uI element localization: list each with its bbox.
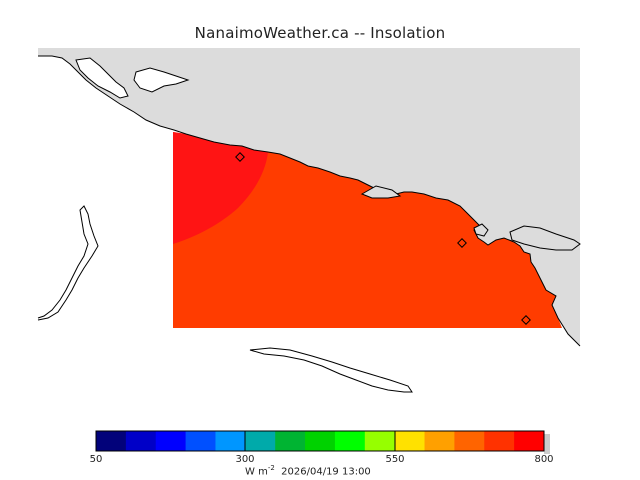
colorbar-swatch [305, 431, 336, 451]
colorbar-swatch [185, 431, 216, 451]
colorbar-swatch [334, 431, 366, 451]
colorbar-swatch [125, 431, 157, 451]
map-title: NanaimoWeather.ca -- Insolation [194, 24, 446, 42]
station-marker-east [457, 238, 467, 248]
unit-label: W m [245, 466, 268, 478]
colorbar-swatch [245, 431, 276, 451]
colorbar-tick-550: 550 [385, 454, 405, 465]
small-island [473, 223, 489, 237]
northern-island [75, 57, 129, 99]
colorbar-shadow [544, 434, 550, 454]
colorbar-swatch [364, 431, 396, 451]
colorbar-swatch [514, 431, 545, 451]
colorbar-swatch [215, 431, 246, 451]
colorbar-swatch [155, 431, 187, 451]
colorbar-tick-800: 800 [534, 454, 554, 465]
colorbar-swatch [394, 431, 426, 451]
timestamp: 2026/04/19 13:00 [281, 466, 371, 478]
west-island-outline [37, 205, 99, 321]
mainland-landmass [38, 48, 580, 346]
insolation-field [173, 132, 562, 328]
colorbar-swatch [484, 431, 515, 451]
unit-exponent: -2 [267, 464, 275, 472]
colorbar-swatch [96, 431, 127, 451]
colorbar-swatch [454, 431, 485, 451]
colorbar-tick-50: 50 [89, 454, 103, 465]
colorbar-swatch [424, 431, 455, 451]
inlet-island [360, 185, 402, 199]
insolation-peak-zone [173, 132, 268, 244]
texada-island [509, 225, 581, 251]
colorbar [95, 430, 550, 454]
colorbar-swatch [275, 431, 306, 451]
south-island-outline [249, 347, 413, 393]
colorbar-frame [95, 430, 545, 452]
station-marker-south [521, 315, 531, 325]
colorbar-caption: W m-2 2026/04/19 13:00 [245, 464, 371, 477]
station-marker-nanaimo [235, 152, 245, 162]
colorbar-tick-300: 300 [235, 454, 255, 465]
northern-island-2 [133, 67, 190, 93]
